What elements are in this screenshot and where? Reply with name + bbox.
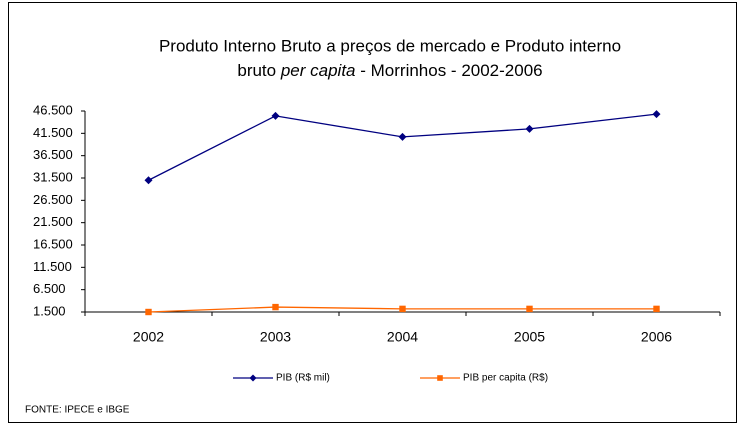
y-tick-label: 31.500: [33, 169, 73, 184]
y-tick-label: 21.500: [33, 214, 73, 229]
point: [653, 305, 660, 313]
chart-title: bruto per capita - Morrinhos - 2002-2006: [237, 61, 542, 80]
point: [145, 308, 152, 316]
point: [525, 124, 534, 133]
y-tick-label: 26.500: [33, 192, 73, 207]
point: [399, 305, 406, 313]
y-tick-label: 11.500: [33, 259, 72, 274]
source-note: FONTE: IPECE e IBGE: [25, 405, 130, 416]
point: [526, 305, 533, 313]
legend-marker: [249, 374, 257, 382]
legend-marker: [437, 375, 443, 381]
y-tick-label: 36.500: [33, 147, 73, 162]
y-tick-label: 6.500: [33, 281, 66, 296]
y-tick-label: 16.500: [33, 236, 73, 251]
point: [271, 111, 280, 120]
point: [144, 176, 153, 185]
point: [272, 303, 279, 311]
chart-title-part: bruto: [237, 61, 276, 80]
point: [652, 110, 661, 119]
x-tick-label: 2006: [641, 329, 672, 345]
y-tick-label: 41.500: [33, 125, 73, 140]
chart-title-part: per capita: [280, 61, 356, 80]
x-tick-label: 2005: [514, 329, 545, 345]
x-tick-label: 2004: [387, 329, 418, 345]
chart-frame: [8, 2, 737, 423]
point: [398, 132, 407, 141]
x-tick-label: 2003: [260, 329, 291, 345]
chart-title: Produto Interno Bruto a preços de mercad…: [159, 36, 621, 55]
x-tick-label: 2002: [133, 329, 164, 345]
y-tick-label: 46.500: [33, 102, 73, 117]
chart-title-part: - Morrinhos - 2002-2006: [360, 61, 542, 80]
y-tick-label: 1.500: [33, 303, 66, 318]
legend-label: PIB per capita (R$): [463, 373, 548, 384]
legend-label: PIB (R$ mil): [276, 373, 330, 384]
